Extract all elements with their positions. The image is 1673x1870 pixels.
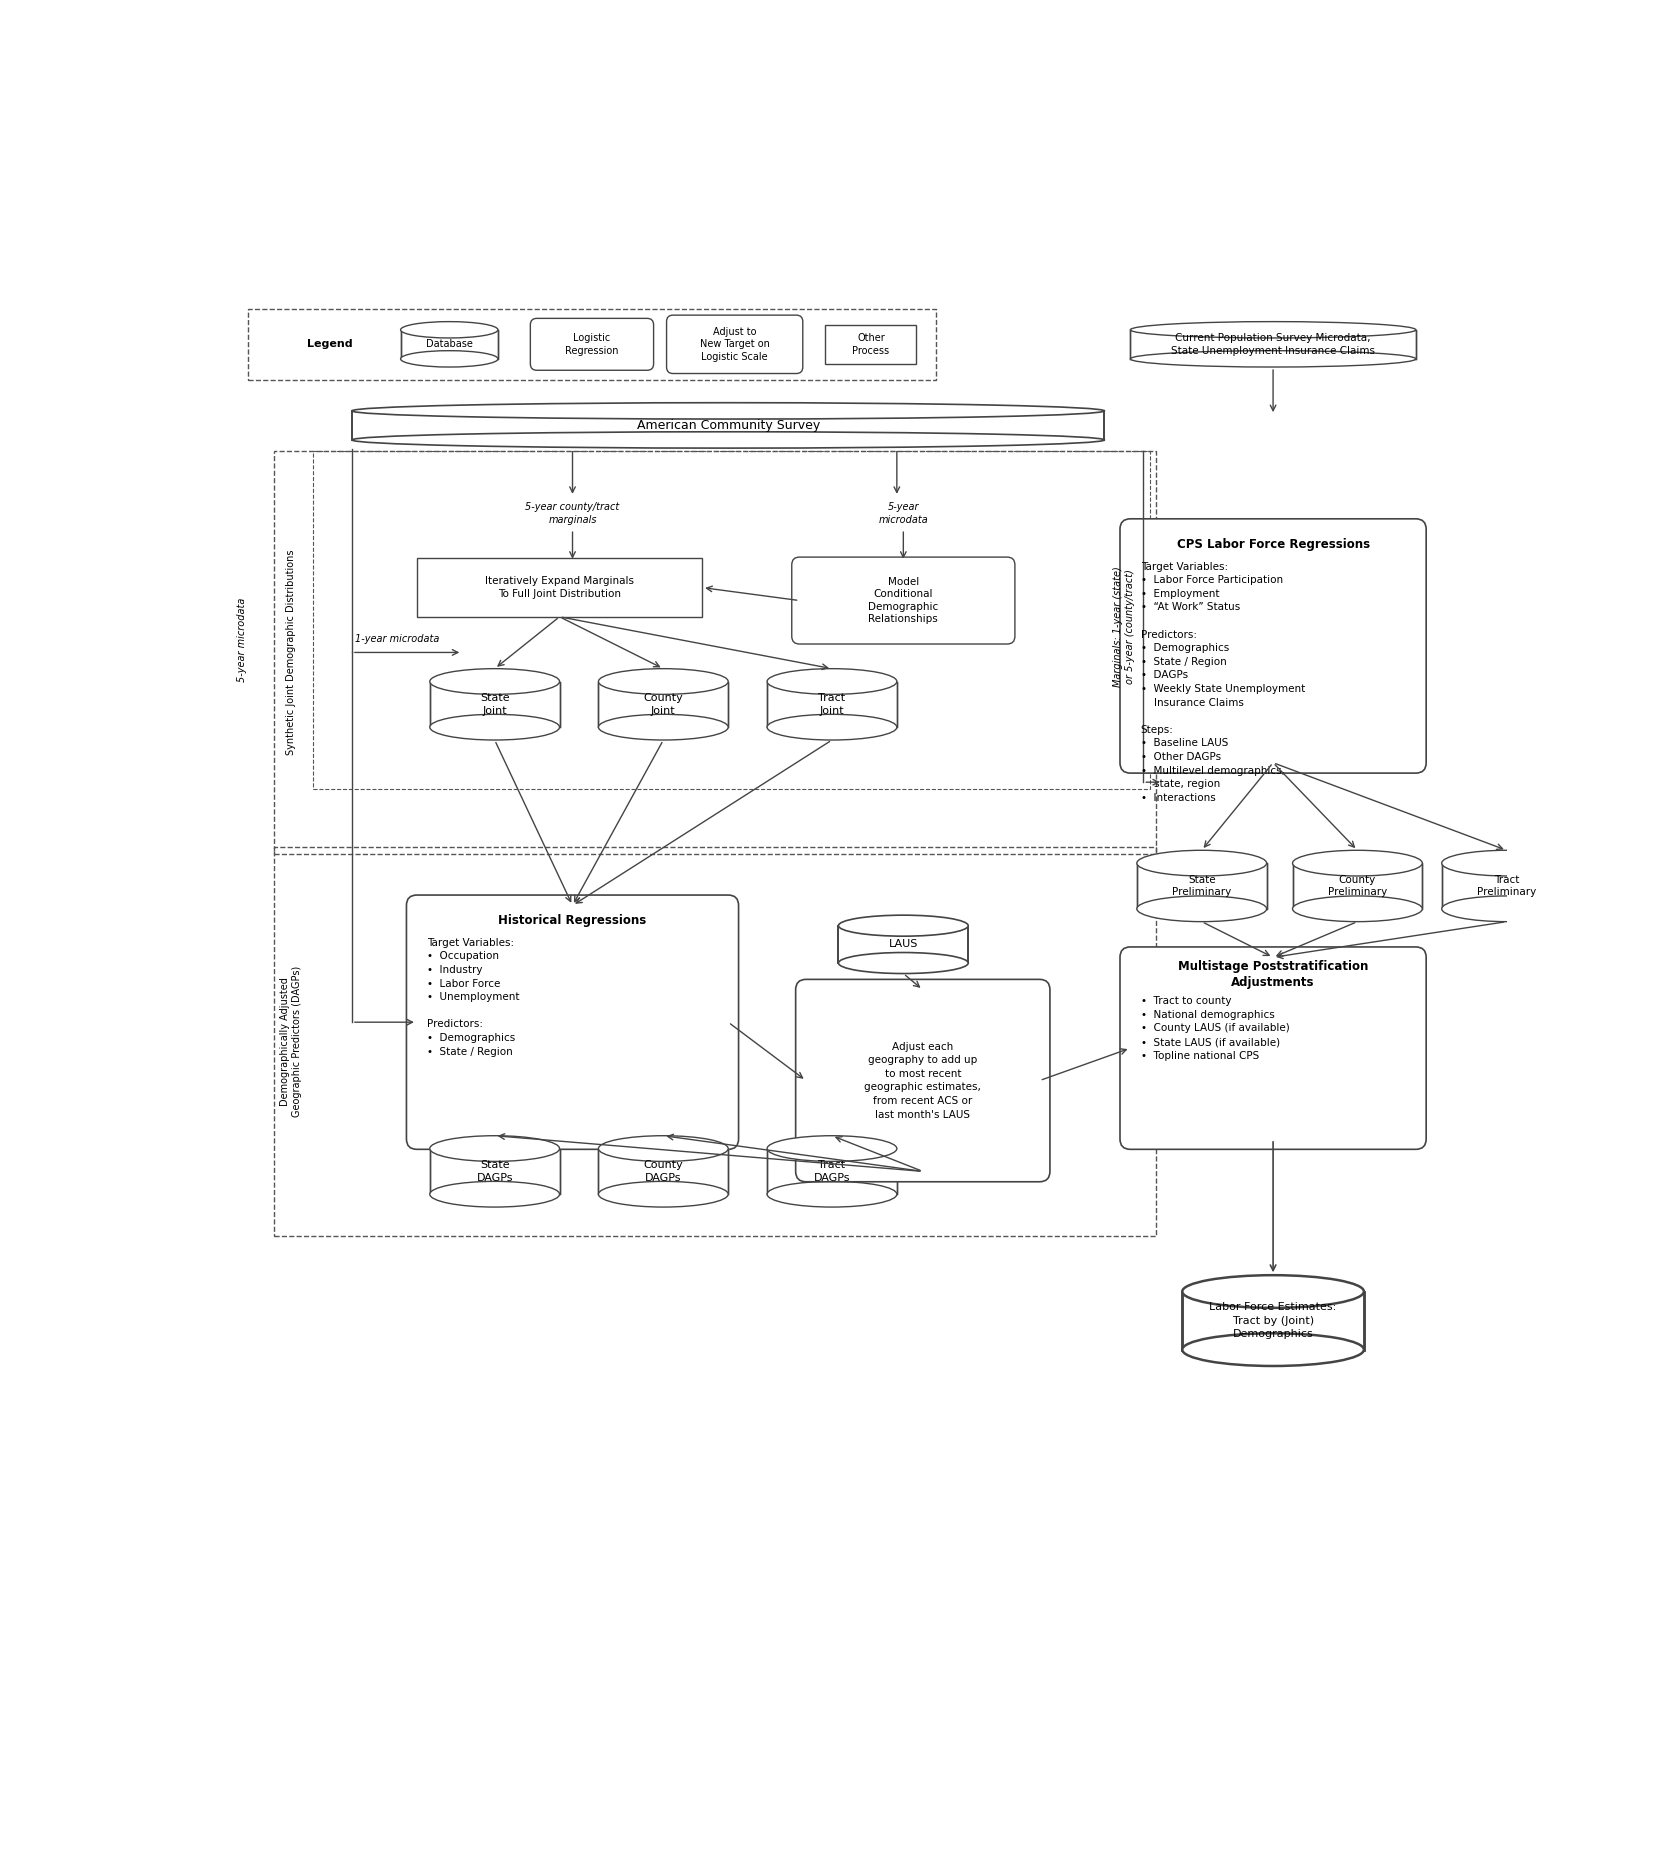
Bar: [599, 1148, 728, 1195]
FancyBboxPatch shape: [1119, 946, 1425, 1150]
Text: Target Variables:
•  Labor Force Participation
•  Employment
•  “At Work” Status: Target Variables: • Labor Force Particip…: [1139, 561, 1305, 802]
Bar: [1136, 864, 1266, 909]
Bar: [351, 411, 1104, 439]
Text: Tract
Joint: Tract Joint: [818, 694, 845, 716]
Text: Labor Force Estimates:
Tract by (Joint)
Demographics: Labor Force Estimates: Tract by (Joint) …: [1208, 1302, 1337, 1339]
FancyBboxPatch shape: [791, 557, 1014, 643]
Text: State
DAGPs: State DAGPs: [477, 1159, 512, 1182]
FancyBboxPatch shape: [530, 318, 652, 370]
Bar: [1129, 329, 1415, 359]
Bar: [417, 559, 703, 617]
Bar: [400, 329, 497, 359]
Bar: [1292, 864, 1422, 909]
Text: Adjust to
New Target on
Logistic Scale: Adjust to New Target on Logistic Scale: [699, 327, 770, 361]
Bar: [1440, 864, 1571, 909]
Ellipse shape: [1181, 1333, 1363, 1365]
Bar: [274, 847, 1156, 1236]
Text: Iteratively Expand Marginals
To Full Joint Distribution: Iteratively Expand Marginals To Full Joi…: [485, 576, 634, 598]
Text: 1-year microdata: 1-year microdata: [355, 634, 440, 645]
Text: Current Population Survey Microdata,
State Unemployment Insurance Claims: Current Population Survey Microdata, Sta…: [1171, 333, 1374, 355]
Text: State
Joint: State Joint: [480, 694, 509, 716]
Bar: [430, 1148, 559, 1195]
Text: American Community Survey: American Community Survey: [636, 419, 820, 432]
Text: Other
Process: Other Process: [852, 333, 888, 355]
Text: Target Variables:
•  Occupation
•  Industry
•  Labor Force
•  Unemployment

Pred: Target Variables: • Occupation • Industr…: [427, 939, 519, 1057]
Text: Database: Database: [425, 338, 472, 350]
Ellipse shape: [599, 1182, 728, 1206]
Bar: [274, 451, 1156, 853]
Text: County
Joint: County Joint: [642, 694, 683, 716]
Text: Logistic
Regression: Logistic Regression: [565, 333, 619, 355]
Text: County
Preliminary: County Preliminary: [1327, 875, 1387, 898]
Bar: [1181, 1292, 1363, 1350]
Text: County
DAGPs: County DAGPs: [642, 1159, 683, 1182]
Ellipse shape: [599, 669, 728, 694]
Text: State
Preliminary: State Preliminary: [1171, 875, 1231, 898]
Ellipse shape: [766, 1135, 897, 1161]
Ellipse shape: [838, 914, 967, 937]
Ellipse shape: [599, 1135, 728, 1161]
Ellipse shape: [1129, 352, 1415, 367]
Text: Tract
DAGPs: Tract DAGPs: [813, 1159, 850, 1182]
Bar: [248, 309, 935, 380]
Ellipse shape: [599, 714, 728, 741]
FancyBboxPatch shape: [407, 896, 738, 1150]
Ellipse shape: [1440, 896, 1571, 922]
Text: Tract
Preliminary: Tract Preliminary: [1476, 875, 1536, 898]
Bar: [599, 681, 728, 727]
Ellipse shape: [1136, 896, 1266, 922]
Text: 5-year
microdata: 5-year microdata: [878, 503, 927, 525]
Ellipse shape: [1440, 851, 1571, 875]
FancyBboxPatch shape: [795, 980, 1049, 1182]
Ellipse shape: [1292, 851, 1422, 875]
Text: LAUS: LAUS: [888, 939, 917, 950]
Ellipse shape: [351, 402, 1104, 419]
Text: Synthetic Joint Demographic Distributions: Synthetic Joint Demographic Distribution…: [286, 550, 296, 755]
Text: Demographically Adjusted
Geographic Predictors (DAGPs): Demographically Adjusted Geographic Pred…: [279, 967, 303, 1116]
Text: Model
Conditional
Demographic
Relationships: Model Conditional Demographic Relationsh…: [868, 578, 939, 625]
Ellipse shape: [1129, 322, 1415, 338]
Ellipse shape: [766, 1182, 897, 1206]
FancyBboxPatch shape: [666, 316, 803, 374]
Bar: [766, 1148, 897, 1195]
Ellipse shape: [1136, 851, 1266, 875]
Ellipse shape: [400, 352, 497, 367]
Ellipse shape: [838, 952, 967, 974]
Text: 5-year county/tract
marginals: 5-year county/tract marginals: [525, 503, 619, 525]
Text: 5-year microdata: 5-year microdata: [236, 597, 246, 683]
Text: CPS Labor Force Regressions: CPS Labor Force Regressions: [1176, 539, 1369, 552]
Bar: [766, 681, 897, 727]
Bar: [430, 681, 559, 727]
Text: Historical Regressions: Historical Regressions: [499, 914, 646, 928]
Ellipse shape: [1181, 1275, 1363, 1307]
FancyBboxPatch shape: [1119, 518, 1425, 772]
Ellipse shape: [766, 714, 897, 741]
Text: Legend: Legend: [306, 338, 351, 350]
Ellipse shape: [1292, 896, 1422, 922]
Ellipse shape: [766, 669, 897, 694]
Ellipse shape: [351, 432, 1104, 449]
Bar: [825, 325, 915, 365]
Ellipse shape: [430, 669, 559, 694]
Bar: [313, 451, 1149, 789]
Text: •  Tract to county
•  National demographics
•  County LAUS (if available)
•  Sta: • Tract to county • National demographic…: [1139, 997, 1288, 1060]
Text: Marginals: 1-year (state)
or 5-year (county/tract): Marginals: 1-year (state) or 5-year (cou…: [1113, 567, 1134, 686]
Bar: [838, 926, 967, 963]
Text: Adjust each
geography to add up
to most recent
geographic estimates,
from recent: Adjust each geography to add up to most …: [863, 1042, 980, 1120]
Ellipse shape: [430, 714, 559, 741]
Text: Multistage Poststratification
Adjustments: Multistage Poststratification Adjustment…: [1178, 959, 1367, 989]
Ellipse shape: [400, 322, 497, 338]
Ellipse shape: [430, 1135, 559, 1161]
Ellipse shape: [430, 1182, 559, 1206]
